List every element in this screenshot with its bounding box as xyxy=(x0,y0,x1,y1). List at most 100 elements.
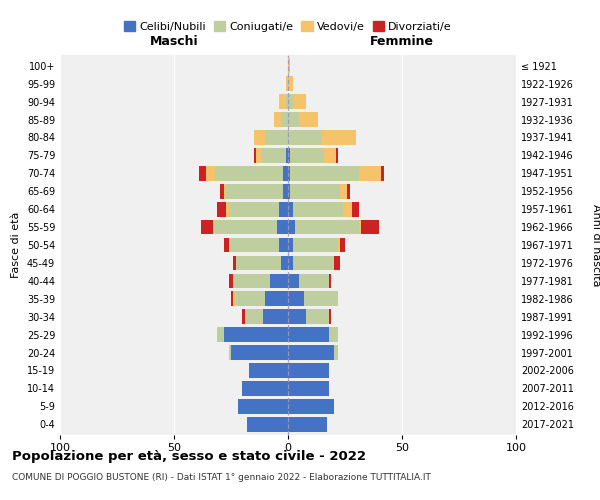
Bar xyxy=(288,202,293,216)
Bar xyxy=(279,238,288,252)
Bar xyxy=(336,148,338,162)
Bar xyxy=(245,310,263,324)
Bar xyxy=(288,274,299,288)
Bar xyxy=(283,166,288,180)
Bar xyxy=(290,184,340,198)
Bar xyxy=(238,399,288,413)
Bar xyxy=(206,166,215,180)
Bar xyxy=(260,148,286,162)
Bar xyxy=(299,112,317,127)
Bar xyxy=(343,202,352,216)
Bar xyxy=(247,417,288,432)
Bar xyxy=(288,399,334,413)
Bar xyxy=(288,184,290,198)
Bar xyxy=(229,202,279,216)
Bar xyxy=(217,328,224,342)
Bar xyxy=(288,220,295,234)
Bar xyxy=(295,220,359,234)
Bar xyxy=(340,238,345,252)
Bar xyxy=(288,256,293,270)
Bar xyxy=(281,256,288,270)
Bar xyxy=(220,184,224,198)
Bar xyxy=(288,148,290,162)
Bar xyxy=(288,381,329,396)
Bar xyxy=(299,274,329,288)
Bar xyxy=(279,202,288,216)
Bar xyxy=(340,184,347,198)
Text: COMUNE DI POGGIO BUSTONE (RI) - Dati ISTAT 1° gennaio 2022 - Elaborazione TUTTIT: COMUNE DI POGGIO BUSTONE (RI) - Dati IST… xyxy=(12,472,431,482)
Bar xyxy=(226,202,229,216)
Bar xyxy=(254,130,265,145)
Bar xyxy=(270,274,288,288)
Bar xyxy=(254,148,256,162)
Bar xyxy=(288,345,334,360)
Bar xyxy=(293,94,306,109)
Bar xyxy=(199,166,206,180)
Legend: Celibi/Nubili, Coniugati/e, Vedovi/e, Divorziati/e: Celibi/Nubili, Coniugati/e, Vedovi/e, Di… xyxy=(120,17,456,36)
Bar xyxy=(224,238,229,252)
Bar xyxy=(304,292,338,306)
Bar xyxy=(329,328,338,342)
Bar xyxy=(233,274,270,288)
Bar xyxy=(215,166,283,180)
Bar xyxy=(286,76,288,91)
Bar xyxy=(293,238,338,252)
Bar xyxy=(281,112,288,127)
Bar xyxy=(231,345,288,360)
Bar xyxy=(359,220,361,234)
Bar xyxy=(329,274,331,288)
Bar xyxy=(242,310,245,324)
Bar xyxy=(338,238,340,252)
Bar xyxy=(288,166,290,180)
Bar xyxy=(347,184,350,198)
Bar xyxy=(249,363,288,378)
Bar xyxy=(286,148,288,162)
Y-axis label: Fasce di età: Fasce di età xyxy=(11,212,21,278)
Bar xyxy=(233,292,236,306)
Bar xyxy=(288,328,329,342)
Bar xyxy=(288,130,322,145)
Y-axis label: Anni di nascita: Anni di nascita xyxy=(590,204,600,286)
Bar xyxy=(224,328,288,342)
Text: Popolazione per età, sesso e stato civile - 2022: Popolazione per età, sesso e stato civil… xyxy=(12,450,366,463)
Bar xyxy=(288,417,327,432)
Bar xyxy=(233,256,236,270)
Bar xyxy=(288,310,306,324)
Bar xyxy=(217,202,226,216)
Bar xyxy=(256,148,260,162)
Bar xyxy=(334,256,340,270)
Bar xyxy=(226,184,283,198)
Bar xyxy=(288,94,293,109)
Bar xyxy=(352,202,359,216)
Bar xyxy=(290,148,325,162)
Bar xyxy=(361,220,379,234)
Bar xyxy=(229,274,233,288)
Bar xyxy=(293,256,334,270)
Bar xyxy=(288,363,329,378)
Bar xyxy=(325,148,336,162)
Bar xyxy=(242,381,288,396)
Bar xyxy=(279,94,286,109)
Bar xyxy=(288,292,304,306)
Bar xyxy=(288,238,293,252)
Bar xyxy=(202,220,213,234)
Bar xyxy=(306,310,329,324)
Bar xyxy=(322,130,356,145)
Bar xyxy=(288,112,299,127)
Bar xyxy=(329,310,331,324)
Bar xyxy=(283,184,288,198)
Bar xyxy=(229,238,279,252)
Bar xyxy=(265,292,288,306)
Bar xyxy=(213,220,277,234)
Bar xyxy=(288,76,293,91)
Bar xyxy=(290,166,359,180)
Bar xyxy=(274,112,281,127)
Bar xyxy=(236,292,265,306)
Bar xyxy=(288,58,290,73)
Text: Maschi: Maschi xyxy=(149,35,199,48)
Bar xyxy=(236,256,281,270)
Bar xyxy=(293,202,343,216)
Bar xyxy=(229,345,231,360)
Bar xyxy=(277,220,288,234)
Bar xyxy=(263,310,288,324)
